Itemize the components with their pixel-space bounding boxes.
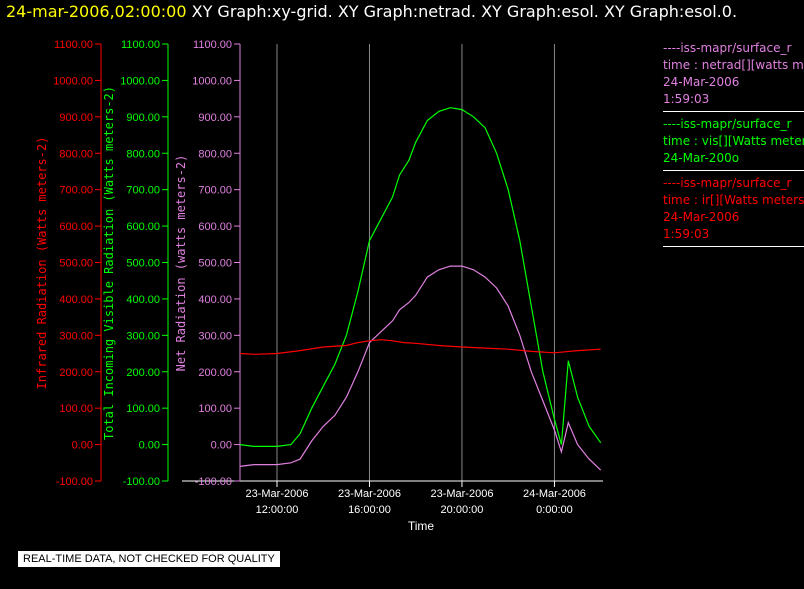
y-tick-label-2-10: 900.00	[198, 112, 232, 124]
series-line-1	[239, 265, 602, 471]
x-tick-label-date-3: 24-Mar-2006	[523, 488, 586, 500]
y-axis-title-1: Total Incoming Visible Radiation (Watts …	[102, 86, 116, 440]
y-tick-label-0-3: 200.00	[59, 367, 93, 379]
legend-line: ----iss-mapr/surface_r	[663, 41, 792, 55]
y-tick-label-2-3: 200.00	[198, 367, 232, 379]
y-tick-label-2-12: 1100.00	[193, 39, 232, 51]
y-tick-label-0-6: 500.00	[59, 258, 93, 270]
y-tick-label-1-9: 800.00	[126, 148, 160, 160]
y-tick-label-2-5: 400.00	[198, 294, 232, 306]
y-tick-label-0-10: 900.00	[59, 112, 93, 124]
x-tick-label-date-2: 23-Mar-2006	[430, 488, 493, 500]
legend-line: 24-Mar-2006	[663, 75, 740, 89]
title-timestamp: 24-mar-2006,02:00:00	[6, 2, 187, 21]
y-tick-label-0-9: 800.00	[59, 148, 93, 160]
y-tick-label-1-5: 400.00	[126, 294, 160, 306]
y-tick-label-2-7: 600.00	[198, 221, 232, 233]
y-tick-label-1-3: 200.00	[126, 367, 160, 379]
y-tick-label-0-7: 600.00	[59, 221, 93, 233]
x-axis-title: Time	[408, 519, 435, 533]
x-tick-label-time-2: 20:00:00	[441, 504, 484, 516]
y-tick-label-0-5: 400.00	[59, 294, 93, 306]
y-tick-label-0-11: 1000.00	[53, 75, 93, 87]
legend-line: 1:59:03	[663, 92, 710, 106]
series-line-2	[239, 339, 601, 355]
y-tick-label-1-0: -100.00	[123, 476, 160, 488]
x-tick-label-time-1: 16:00:00	[348, 504, 391, 516]
series-line-0	[239, 107, 602, 447]
y-tick-label-0-2: 100.00	[59, 403, 93, 415]
y-tick-label-1-8: 700.00	[126, 185, 160, 197]
y-tick-label-1-11: 1000.00	[120, 75, 160, 87]
y-axis-title-2: Net Radiation (watts meters-2)	[174, 155, 188, 372]
x-tick-label-date-0: 23-Mar-2006	[246, 488, 309, 500]
x-tick-label-date-1: 23-Mar-2006	[338, 488, 401, 500]
legend-line: time : vis[][Watts meter	[663, 134, 804, 148]
y-tick-label-2-8: 700.00	[198, 185, 232, 197]
y-tick-label-0-0: -100.00	[56, 476, 93, 488]
y-tick-label-0-8: 700.00	[59, 185, 93, 197]
y-tick-label-1-7: 600.00	[126, 221, 160, 233]
y-tick-label-2-9: 800.00	[198, 148, 232, 160]
x-tick-label-time-0: 12:00:00	[256, 504, 299, 516]
y-tick-label-1-1: 0.00	[139, 440, 160, 452]
y-tick-label-0-4: 300.00	[59, 330, 93, 342]
y-tick-label-2-11: 1000.00	[192, 75, 232, 87]
legend-line: 24-Mar-200o	[663, 151, 740, 165]
y-tick-label-0-12: 1100.00	[54, 39, 93, 51]
legend-line: time : ir[][Watts meters	[663, 193, 804, 207]
legend-line: 1:59:03	[663, 227, 710, 241]
y-tick-label-0-1: 0.00	[72, 440, 93, 452]
x-tick-label-time-3: 0:00:00	[536, 504, 573, 516]
y-tick-label-2-4: 300.00	[198, 330, 232, 342]
y-tick-label-2-1: 0.00	[211, 440, 232, 452]
quality-note: REAL-TIME DATA, NOT CHECKED FOR QUALITY	[18, 551, 280, 567]
legend-line: 24-Mar-2006	[663, 210, 740, 224]
title-bar: 24-mar-2006,02:00:00 XY Graph:xy-grid. X…	[6, 2, 737, 21]
legend-line: ----iss-mapr/surface_r	[663, 176, 792, 190]
y-axis-title-0: Infrared Radiation (Watts meters-2)	[35, 137, 49, 390]
title-graph-list: XY Graph:xy-grid. XY Graph:netrad. XY Gr…	[191, 2, 738, 21]
y-tick-label-2-6: 500.00	[198, 258, 232, 270]
y-tick-label-1-2: 100.00	[126, 403, 160, 415]
y-tick-label-2-0: -100.00	[195, 476, 232, 488]
y-tick-label-1-12: 1100.00	[121, 39, 160, 51]
legend-line: time : netrad[][watts m	[663, 58, 804, 72]
y-tick-label-1-10: 900.00	[126, 112, 160, 124]
legend-line: ----iss-mapr/surface_r	[663, 117, 792, 131]
y-tick-label-1-4: 300.00	[126, 330, 160, 342]
y-tick-label-1-6: 500.00	[126, 258, 160, 270]
y-tick-label-2-2: 100.00	[198, 403, 232, 415]
